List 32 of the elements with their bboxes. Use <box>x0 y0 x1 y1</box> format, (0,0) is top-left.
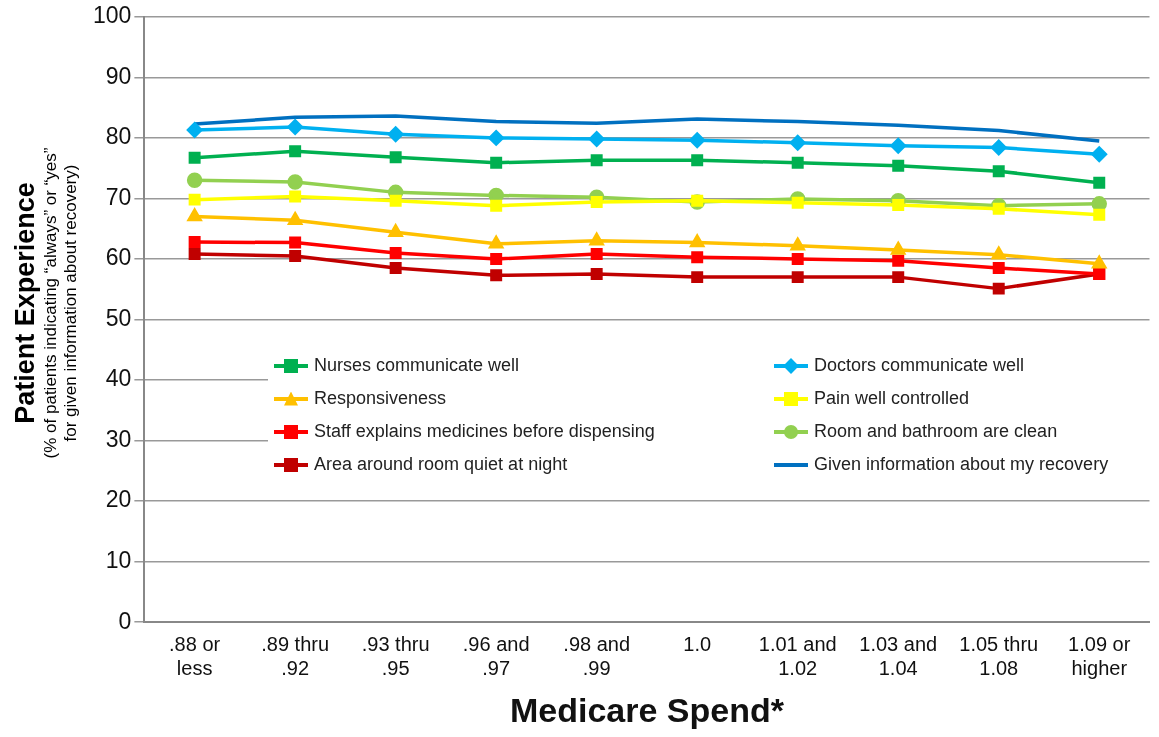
legend-label: Doctors communicate well <box>814 355 1025 376</box>
y-tick-label: 100 <box>93 2 132 29</box>
legend-label: Responsiveness <box>314 388 447 409</box>
y-tick-label: 40 <box>105 365 132 392</box>
x-tick-label: .93 thru .95 <box>361 632 430 679</box>
legend-label: Area around room quiet at night <box>314 454 568 475</box>
x-tick-label: 1.05 thru 1.08 <box>959 632 1039 679</box>
legend-label: Pain well controlled <box>814 388 970 409</box>
y-tick-label: 70 <box>105 183 132 210</box>
x-tick-label: .88 or less <box>169 632 221 679</box>
x-tick-label: 1.0 <box>683 632 712 655</box>
legend-label: Staff explains medicines before dispensing <box>314 421 655 442</box>
x-tick-label: .98 and .99 <box>563 632 631 679</box>
y-tick-label: 30 <box>105 425 132 452</box>
legend-label: Room and bathroom are clean <box>814 421 1058 442</box>
x-tick-label: .89 thru .92 <box>261 632 330 679</box>
y-tick-label: 90 <box>105 62 132 89</box>
x-tick-label: 1.09 or higher <box>1068 632 1131 679</box>
y-tick-label: 0 <box>118 607 132 634</box>
x-tick-label: 1.03 and 1.04 <box>859 632 938 679</box>
legend-label: Given information about my recovery <box>814 454 1109 475</box>
y-tick-label: 10 <box>105 547 132 573</box>
y-tick-label: 20 <box>105 486 132 513</box>
y-tick-label: 80 <box>105 123 132 150</box>
y-tick-label: 60 <box>105 244 132 271</box>
x-axis-title: Medicare Spend* <box>509 690 785 729</box>
x-tick-label: 1.01 and 1.02 <box>758 632 837 679</box>
x-tick-label: .96 and .97 <box>462 632 530 679</box>
y-axis-title: Patient Experience <box>9 181 41 426</box>
legend-label: Nurses communicate well <box>314 355 520 376</box>
y-tick-label: 50 <box>105 304 132 331</box>
text: (% of patients indicating “always” or “yes” for given information about recovery) <box>40 146 81 461</box>
